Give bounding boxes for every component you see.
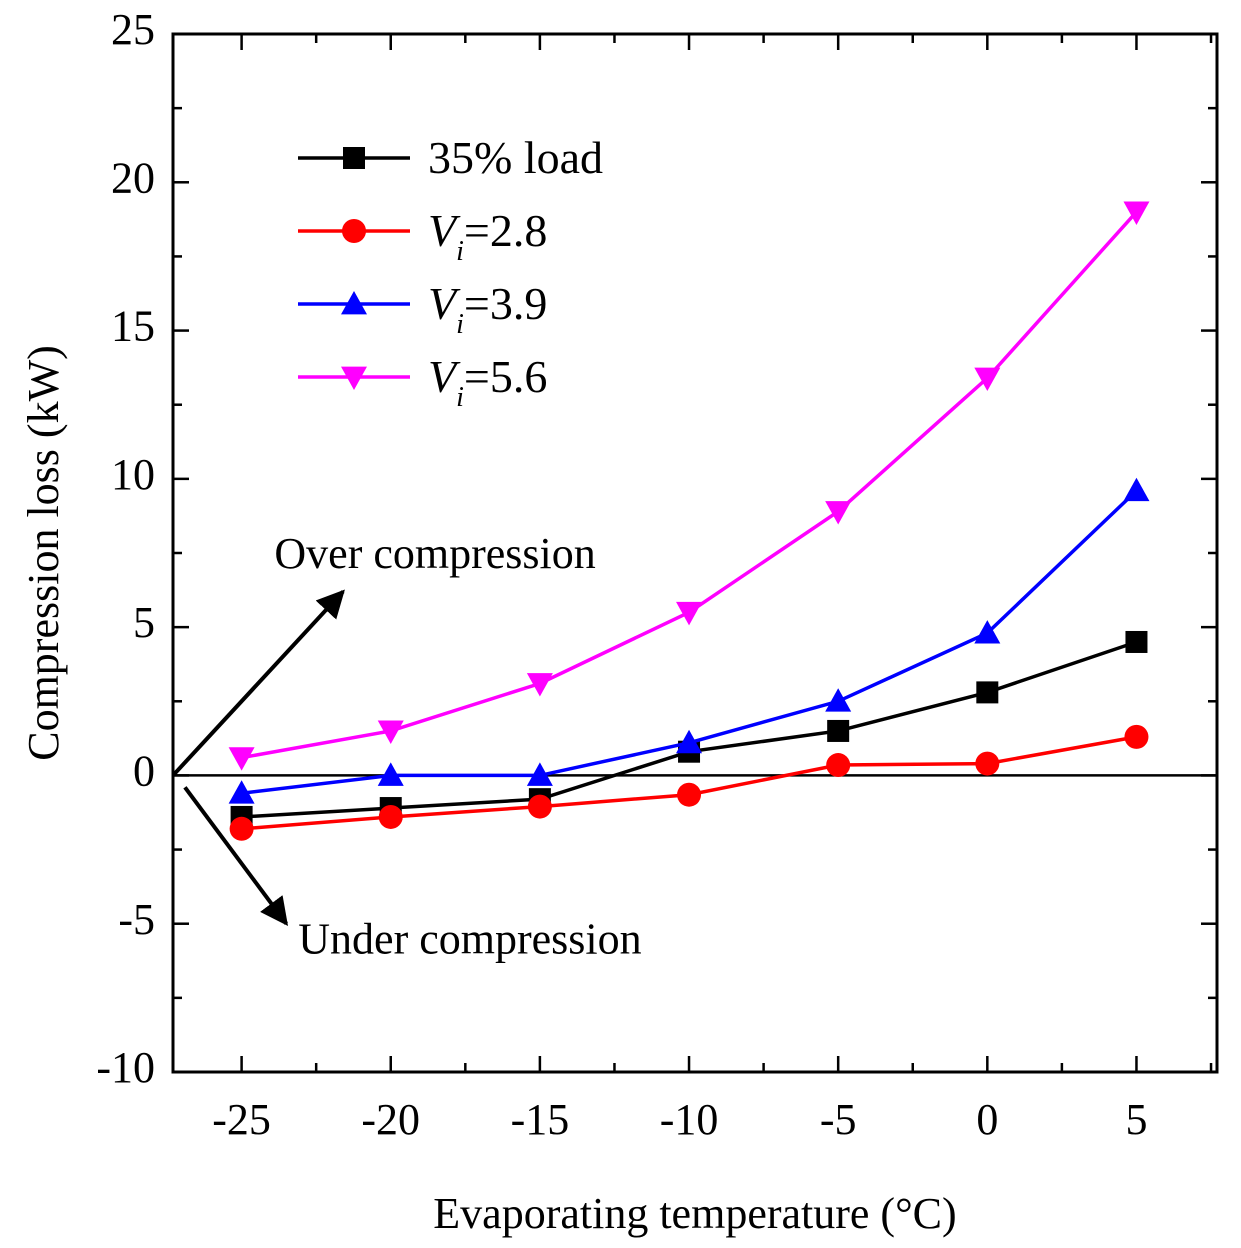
data-point — [676, 729, 703, 754]
data-point — [974, 367, 1001, 392]
y-tick-label: 5 — [133, 598, 155, 647]
x-tick-label: -10 — [660, 1095, 719, 1144]
y-tick-label: -10 — [96, 1043, 155, 1092]
annotation-arrow — [183, 786, 289, 926]
x-tick-label: 0 — [976, 1095, 998, 1144]
x-tick-label: -20 — [361, 1095, 420, 1144]
data-point — [229, 816, 254, 841]
x-tick-label: -25 — [212, 1095, 271, 1144]
legend-entry-3: Vi=3.9 — [298, 278, 547, 340]
legend-label-sub: i — [456, 309, 464, 340]
y-tick-label: 15 — [111, 302, 155, 351]
legend-label: Vi=3.9 — [428, 278, 547, 340]
legend-label-main: 35% load — [428, 132, 603, 183]
data-point — [1125, 630, 1148, 653]
legend-marker — [341, 291, 367, 315]
series-3 — [228, 477, 1150, 804]
data-point — [677, 782, 702, 807]
ticks: -25 -20 -15 -10 -5 0 5 -10 -5 0 5 10 15 20 25 — [96, 5, 1217, 1144]
legend-label: Vi=2.8 — [428, 205, 547, 267]
data-point — [527, 794, 552, 819]
data-point — [526, 673, 553, 697]
legend-label-sub: i — [456, 382, 464, 413]
series-2 — [229, 724, 1149, 841]
y-axis-title: Compression loss (kW) — [19, 345, 68, 761]
legend-entry-4: Vi=5.6 — [298, 351, 547, 413]
data-point — [377, 762, 404, 786]
legend-entry-1: 35% load — [298, 132, 603, 183]
y-tick-label: 0 — [133, 747, 155, 796]
annotations: Over compression Under compression — [171, 529, 642, 963]
data-point — [825, 688, 852, 712]
data-point — [1124, 724, 1149, 749]
data-point — [975, 751, 1000, 776]
data-point — [378, 804, 403, 829]
y-tick-label: 25 — [111, 5, 155, 54]
legend-label-main: V — [428, 351, 461, 402]
data-point — [825, 501, 852, 525]
legend-marker — [341, 366, 367, 390]
data-point — [976, 681, 999, 704]
legend-label-tail: =3.9 — [464, 278, 547, 329]
data-point — [228, 780, 255, 804]
legend-label: 35% load — [428, 132, 603, 183]
data-point — [1123, 201, 1150, 225]
data-point — [827, 719, 850, 742]
x-tick-label: -15 — [511, 1095, 570, 1144]
data-point — [228, 747, 255, 771]
legend-label-main: V — [428, 205, 461, 256]
series-4 — [228, 201, 1150, 771]
plot-frame — [171, 32, 1219, 1074]
data-point — [974, 620, 1001, 644]
legend-label: Vi=5.6 — [428, 351, 547, 413]
y-tick-label: 10 — [111, 450, 155, 499]
annotation-arrow — [171, 589, 345, 777]
legend-label-tail: =2.8 — [464, 205, 547, 256]
y-tick-label: -5 — [118, 895, 155, 944]
legend-marker — [343, 147, 365, 169]
annotation-label: Over compression — [274, 529, 595, 578]
data-point — [676, 601, 703, 626]
legend-label-main: V — [428, 278, 461, 329]
x-tick-label: 5 — [1125, 1095, 1147, 1144]
legend-entry-2: Vi=2.8 — [298, 205, 547, 267]
legend-label-sub: i — [456, 236, 464, 267]
series-group — [228, 201, 1150, 841]
legend-label-tail: =5.6 — [464, 351, 547, 402]
legend-marker — [342, 219, 366, 243]
x-tick-label: -5 — [820, 1095, 857, 1144]
x-axis-title: Evaporating temperature (°C) — [433, 1189, 956, 1238]
y-tick-label: 20 — [111, 153, 155, 202]
data-point — [1123, 477, 1150, 502]
annotation-label: Under compression — [298, 914, 641, 963]
data-point — [526, 762, 553, 786]
data-point — [826, 753, 851, 778]
data-point — [377, 720, 404, 744]
